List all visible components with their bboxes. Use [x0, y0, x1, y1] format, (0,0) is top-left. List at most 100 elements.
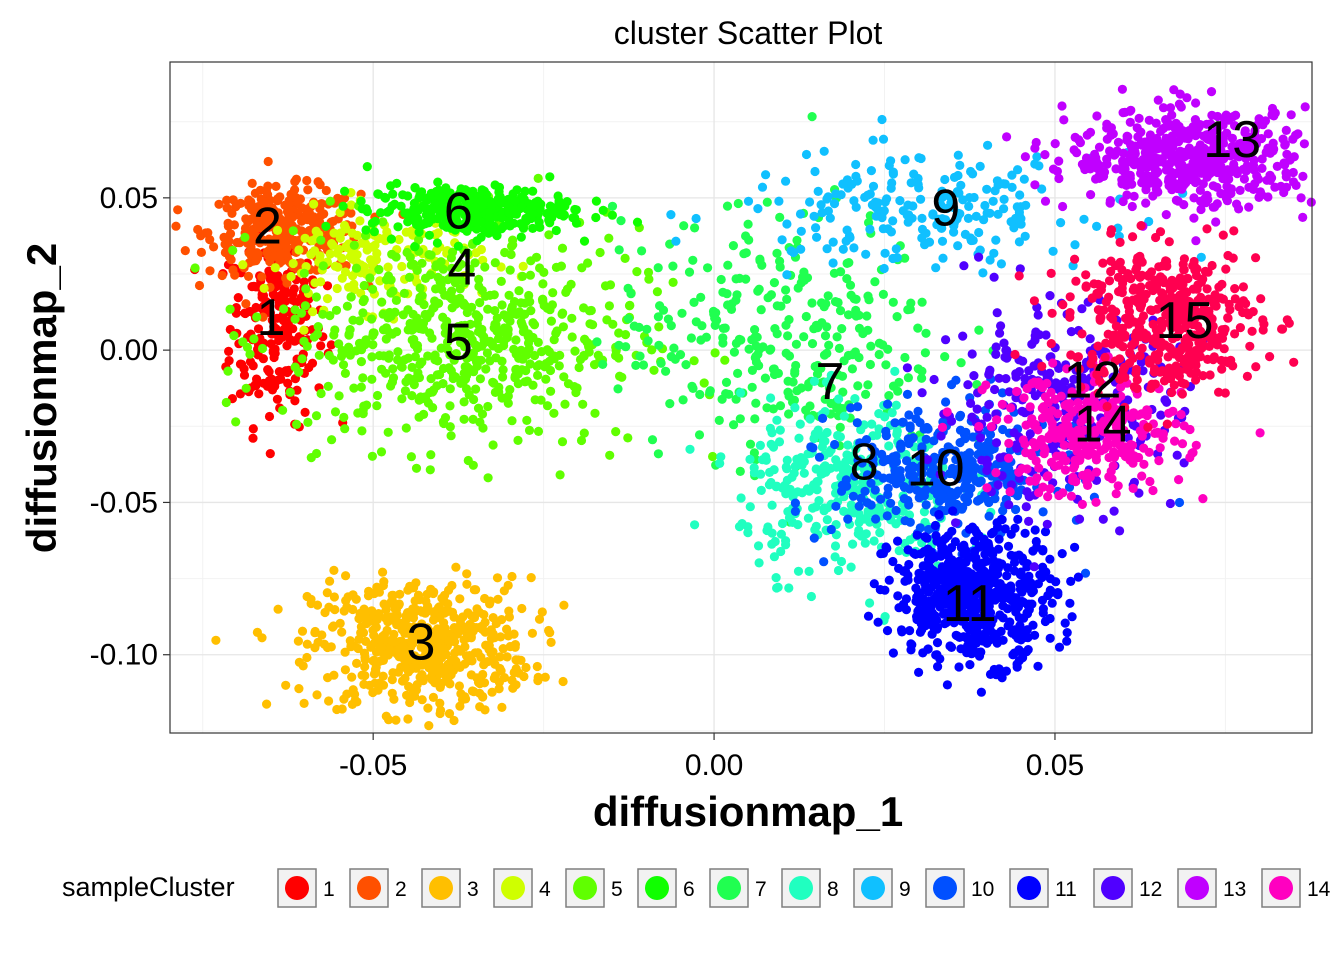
- data-point: [1019, 174, 1029, 184]
- data-point: [397, 651, 407, 661]
- data-point: [551, 262, 562, 272]
- data-point: [991, 349, 1001, 359]
- data-point: [813, 186, 823, 196]
- data-point: [507, 571, 517, 582]
- data-point: [269, 322, 279, 332]
- data-point: [951, 375, 961, 385]
- data-point: [890, 366, 900, 376]
- data-point: [444, 709, 455, 719]
- data-point: [480, 262, 490, 272]
- data-point: [302, 341, 312, 351]
- data-point: [796, 226, 806, 236]
- data-point: [248, 424, 258, 434]
- data-point: [297, 626, 308, 636]
- data-point: [1030, 159, 1040, 169]
- data-point: [1113, 137, 1123, 147]
- data-point: [434, 602, 444, 612]
- data-point: [841, 236, 851, 246]
- data-point: [469, 394, 479, 405]
- data-point: [784, 583, 794, 593]
- data-point: [1004, 438, 1014, 448]
- data-point: [1056, 218, 1066, 228]
- data-point: [224, 356, 234, 366]
- data-point: [419, 300, 429, 310]
- data-point: [377, 297, 387, 307]
- data-point: [838, 244, 848, 254]
- data-point: [1092, 221, 1102, 231]
- data-point: [743, 196, 754, 206]
- data-point: [1165, 498, 1175, 509]
- data-point: [833, 459, 843, 469]
- data-point: [1117, 84, 1127, 94]
- data-point: [409, 380, 419, 390]
- data-point: [958, 331, 968, 341]
- data-point: [359, 679, 369, 690]
- data-point: [888, 648, 899, 658]
- data-point: [734, 334, 745, 344]
- data-point: [462, 362, 472, 372]
- data-point: [974, 252, 984, 262]
- data-point: [753, 541, 764, 551]
- data-point: [799, 332, 809, 342]
- data-point: [924, 587, 934, 597]
- data-point: [901, 594, 912, 604]
- data-point: [965, 660, 975, 670]
- data-point: [921, 328, 931, 338]
- data-point: [731, 274, 741, 284]
- data-point: [283, 378, 293, 388]
- data-point: [1160, 395, 1170, 405]
- data-point: [251, 256, 261, 266]
- data-point: [408, 638, 418, 649]
- data-point: [528, 186, 538, 196]
- data-point: [370, 665, 381, 675]
- data-point: [1057, 549, 1067, 559]
- data-point: [1079, 214, 1089, 224]
- data-point: [999, 204, 1009, 214]
- data-point: [575, 354, 586, 365]
- data-point: [715, 458, 725, 468]
- data-point: [441, 607, 451, 617]
- data-point: [917, 213, 927, 223]
- data-point: [471, 585, 481, 595]
- data-point: [549, 408, 559, 418]
- data-point: [718, 333, 728, 343]
- data-point: [930, 611, 940, 621]
- data-point: [895, 466, 905, 476]
- data-point: [801, 149, 812, 160]
- data-point: [796, 244, 806, 254]
- data-point: [1234, 204, 1244, 214]
- data-point: [971, 555, 981, 565]
- data-point: [718, 287, 728, 297]
- data-point: [614, 353, 624, 363]
- data-point: [699, 378, 709, 388]
- data-point: [747, 382, 757, 392]
- data-point: [517, 271, 528, 281]
- data-point: [760, 373, 771, 383]
- data-point: [400, 386, 410, 396]
- data-point: [735, 414, 745, 424]
- data-point: [390, 604, 400, 614]
- data-point: [916, 194, 926, 204]
- data-point: [279, 217, 289, 227]
- data-point: [817, 318, 827, 328]
- data-point: [723, 300, 733, 310]
- data-point: [804, 486, 814, 496]
- data-point: [350, 689, 360, 700]
- data-point: [904, 410, 914, 420]
- data-point: [238, 260, 248, 270]
- data-point: [822, 515, 832, 525]
- data-point: [456, 259, 466, 269]
- data-point: [310, 626, 320, 637]
- data-point: [427, 387, 438, 397]
- data-point: [959, 429, 970, 439]
- data-point: [516, 298, 526, 308]
- data-point: [1086, 190, 1096, 200]
- data-point: [496, 224, 507, 234]
- data-point: [1085, 334, 1095, 344]
- data-point: [943, 531, 953, 541]
- data-point: [222, 195, 232, 205]
- data-point: [509, 629, 519, 639]
- data-point: [255, 207, 265, 217]
- data-point: [991, 235, 1001, 245]
- data-point: [1048, 358, 1058, 368]
